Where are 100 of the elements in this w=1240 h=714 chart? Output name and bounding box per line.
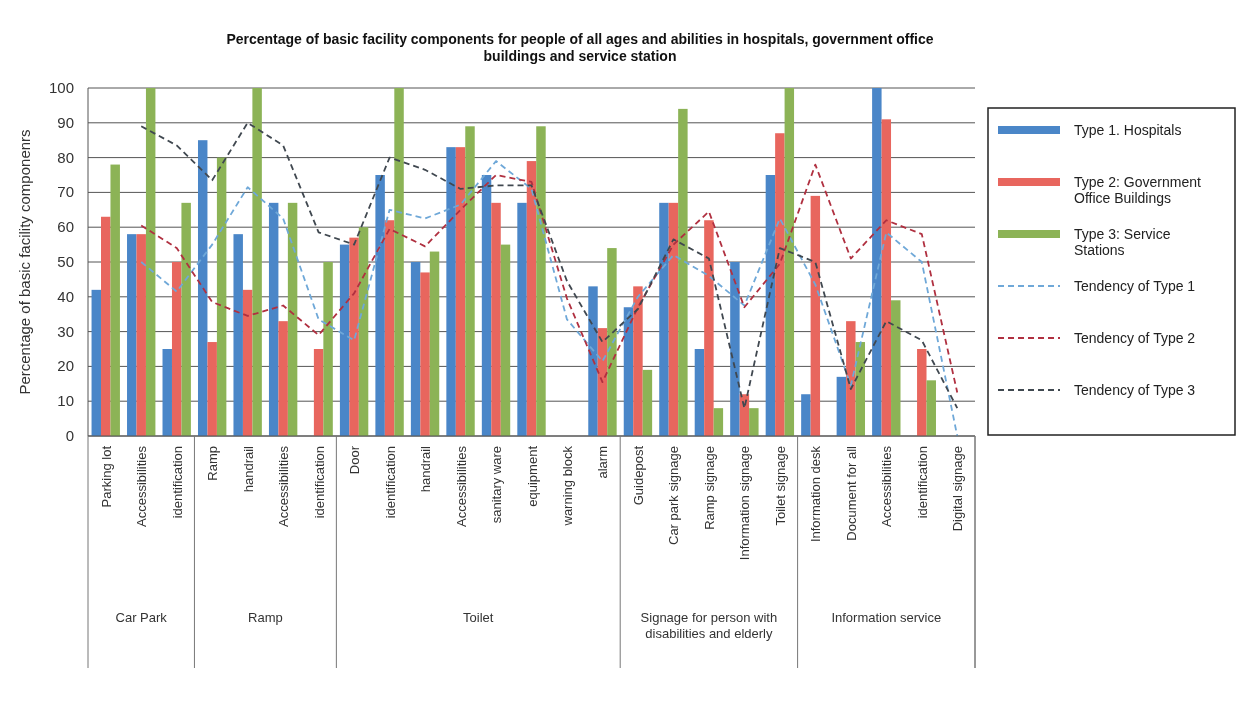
x-tick-label: Accessibilities <box>134 445 150 527</box>
x-tick-label: Information signage <box>737 446 753 561</box>
x-tick-label: handrail <box>240 445 256 493</box>
bar <box>278 321 288 436</box>
y-tick-label: 20 <box>57 357 74 375</box>
bar <box>233 234 243 436</box>
bar <box>846 321 856 436</box>
bar <box>678 108 688 436</box>
bar <box>836 376 847 436</box>
text: Car Park <box>115 610 168 625</box>
x-tick-label: alarm <box>595 446 611 479</box>
y-tick-label: 100 <box>48 79 74 96</box>
bar <box>145 88 156 436</box>
text: Ramp <box>248 610 283 625</box>
line-series <box>140 121 959 410</box>
bar <box>207 342 217 436</box>
x-tick-label: Document for all <box>843 445 859 541</box>
bar <box>917 349 927 436</box>
bar <box>429 251 440 436</box>
y-tick-label: 60 <box>57 218 74 236</box>
bar <box>323 262 333 436</box>
x-tick-label: Door <box>347 445 363 475</box>
bar <box>926 380 936 436</box>
legend-label: Type 3: Service Stations <box>1074 226 1171 258</box>
bar <box>810 195 821 436</box>
bar <box>526 161 537 436</box>
bar <box>633 286 643 436</box>
x-tick-label: Ramp signage <box>701 446 717 530</box>
bar <box>136 234 146 436</box>
bar <box>252 88 262 436</box>
bar <box>384 220 395 436</box>
legend-label: Tendency of Type 3 <box>1074 382 1196 398</box>
bar <box>607 248 617 436</box>
bar <box>181 202 191 436</box>
bar <box>481 175 492 436</box>
legend-label: Type 2: Government Office Buildings <box>1074 174 1201 206</box>
bar <box>668 202 679 436</box>
y-tick-label: 40 <box>57 287 74 305</box>
bar <box>216 157 227 436</box>
y-axis-title: Percentage of basic facility componenrs <box>16 129 33 395</box>
text: Signage for person with disabilities and elderly <box>640 610 778 641</box>
y-tick-label: 70 <box>57 183 74 201</box>
bar <box>268 202 279 436</box>
y-tick-label: 10 <box>57 392 74 410</box>
bar <box>891 300 901 436</box>
y-tick-label: 0 <box>65 427 74 444</box>
bar <box>455 147 466 436</box>
y-tick-label: 50 <box>57 253 74 270</box>
x-tick-label: Accessibilities <box>879 445 895 527</box>
bar <box>517 202 527 436</box>
bar <box>197 140 208 436</box>
legend-label: Type 1. Hospitals <box>1074 122 1182 138</box>
bar <box>713 408 724 436</box>
bar <box>287 202 298 436</box>
line-series <box>140 160 959 437</box>
x-tick-label: Guidepost <box>630 445 646 506</box>
bar <box>162 349 172 436</box>
bar <box>410 262 421 436</box>
bar <box>465 126 475 436</box>
bar <box>446 147 456 436</box>
bar <box>127 234 137 436</box>
bar <box>536 126 546 436</box>
bar <box>349 237 359 436</box>
x-tick-label: handrail <box>418 445 434 493</box>
bar <box>765 175 776 436</box>
bar <box>642 369 653 436</box>
x-tick-label: Toilet signage <box>772 446 788 526</box>
bar <box>704 220 714 436</box>
bar <box>171 262 182 436</box>
bar <box>420 272 430 436</box>
line-series <box>140 163 959 394</box>
y-tick-label: 30 <box>57 322 74 340</box>
x-tick-label: Digital signage <box>950 446 966 532</box>
bar <box>694 349 705 436</box>
bar <box>775 133 785 436</box>
x-tick-label: Car park signage <box>666 446 682 545</box>
x-tick-label: Accessibilities <box>453 445 469 527</box>
text: Toilet <box>463 610 494 625</box>
bar <box>339 244 350 436</box>
x-tick-label: equipment <box>524 445 540 507</box>
bar <box>588 286 598 436</box>
x-tick-label: identification <box>382 446 398 519</box>
bar <box>394 88 404 436</box>
bar <box>110 164 120 436</box>
x-tick-label: Parking lot <box>98 445 114 508</box>
x-tick-label: sanitary ware <box>489 446 505 524</box>
text: Information service <box>831 610 942 625</box>
x-tick-label: Information desk <box>808 445 824 543</box>
y-tick-label: 80 <box>57 148 74 166</box>
bar <box>375 175 385 436</box>
x-tick-label: warning block <box>559 445 575 527</box>
bar <box>881 119 892 436</box>
bar <box>500 244 511 436</box>
bar <box>313 349 324 436</box>
bar <box>801 394 811 436</box>
y-tick-label: 90 <box>57 113 74 131</box>
x-tick-label: Accessibilities <box>276 445 292 527</box>
bar <box>101 216 111 436</box>
x-tick-label: identification <box>169 446 185 519</box>
bar <box>784 88 795 436</box>
